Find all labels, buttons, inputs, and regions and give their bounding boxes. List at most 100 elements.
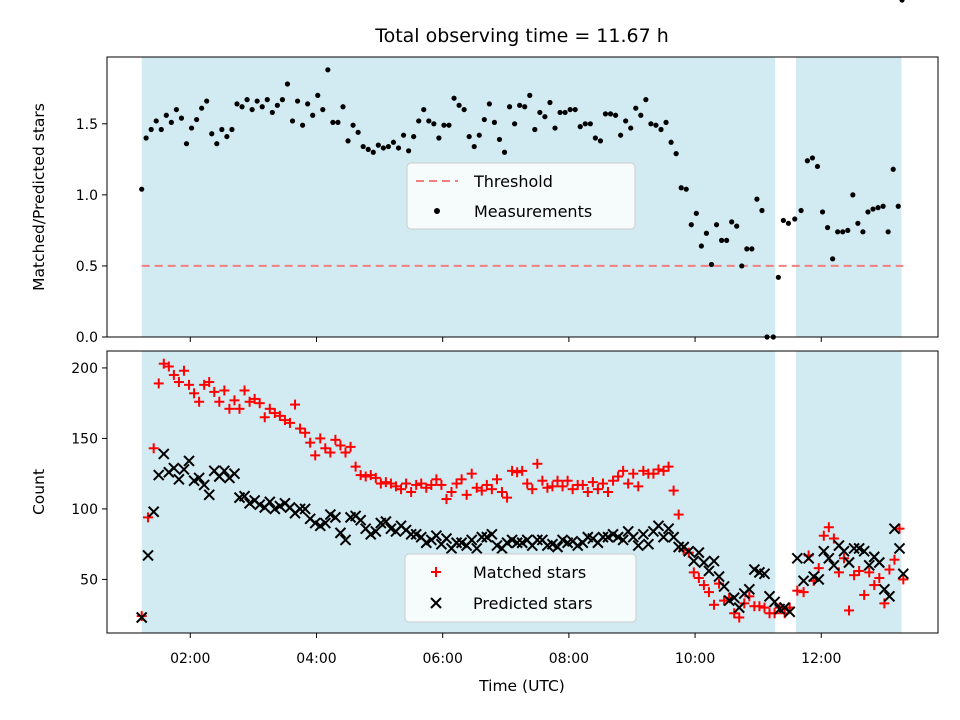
x-axis-label: Time (UTC) <box>478 677 565 695</box>
measurement-point <box>143 135 149 141</box>
matched-star-marker <box>244 396 255 407</box>
measurement-point <box>209 131 215 137</box>
measurement-point <box>264 97 270 103</box>
matched-star-marker <box>849 570 860 581</box>
measurement-point <box>421 106 427 113</box>
matched-star-marker <box>234 403 245 414</box>
measurement-point <box>350 122 356 128</box>
matched-star-marker <box>396 484 407 495</box>
measurement-point <box>678 185 684 191</box>
matched-star-marker <box>613 471 624 482</box>
observing-window <box>796 351 902 633</box>
measurement-point <box>330 119 336 125</box>
matched-star-marker <box>446 487 457 497</box>
matched-star-marker <box>325 447 336 458</box>
measurement-point <box>224 133 230 140</box>
predicted-star-markers <box>135 448 910 624</box>
matched-star-marker <box>290 399 301 410</box>
measurement-point <box>587 121 593 127</box>
measurement-point <box>845 227 851 234</box>
predicted-star-marker <box>873 556 886 569</box>
measurement-point <box>269 109 275 116</box>
matched-star-marker <box>416 478 427 489</box>
matched-star-marker <box>623 478 634 489</box>
predicted-star-marker <box>848 542 860 555</box>
predicted-star-marker <box>758 568 771 580</box>
matched-star-marker <box>754 601 765 612</box>
measurement-point <box>597 138 604 144</box>
matched-star-marker <box>673 509 684 520</box>
predicted-star-marker <box>878 583 891 595</box>
measurement-point <box>284 81 291 87</box>
measurement-point <box>204 98 210 104</box>
matched-star-marker <box>859 589 870 600</box>
predicted-star-marker <box>657 531 670 543</box>
matched-star-marker <box>305 437 316 448</box>
measurement-point <box>895 203 901 209</box>
measurement-point <box>572 106 578 113</box>
measurement-point <box>320 106 326 113</box>
measurement-point <box>557 109 563 116</box>
predicted-star-marker <box>893 542 906 555</box>
predicted-star-marker <box>652 520 665 532</box>
matched-star-marker <box>703 587 714 598</box>
measurement-point <box>577 124 583 130</box>
matched-star-marker <box>406 487 417 497</box>
matched-star-marker <box>869 580 880 591</box>
predicted-star-marker <box>718 580 730 593</box>
measurement-point <box>259 104 265 110</box>
measurement-point <box>835 229 841 235</box>
y-tick-label: 0.5 <box>76 259 98 275</box>
matched-star-marker <box>874 573 885 584</box>
matched-star-marker <box>633 481 644 492</box>
predicted-star-marker <box>883 590 896 603</box>
matched-star-marker <box>461 489 472 500</box>
matched-star-marker <box>360 471 371 482</box>
predicted-star-marker <box>450 537 463 549</box>
predicted-star-marker <box>897 568 910 580</box>
measurement-point <box>506 104 513 110</box>
predicted-star-marker <box>238 490 251 502</box>
measurement-point <box>173 106 180 113</box>
predicted-star-marker <box>476 531 488 543</box>
measurement-point <box>542 114 548 120</box>
measurement-point <box>819 209 826 215</box>
measurement-point <box>885 229 891 235</box>
matched-star-marker <box>813 563 824 574</box>
predicted-star-marker <box>334 527 347 539</box>
predicted-star-marker <box>465 534 478 546</box>
measurement-point <box>375 142 381 148</box>
matched-star-marker <box>547 481 558 492</box>
legend-matched-swatch <box>431 567 441 577</box>
time-x-axis: 02:00 04:00 06:00 08:00 10:00 12:00 <box>170 633 841 667</box>
measurement-point <box>139 186 145 192</box>
matched-star-marker <box>300 427 311 438</box>
predicted-star-marker <box>713 570 725 583</box>
measurement-point <box>481 116 487 123</box>
x-tick-label: 12:00 <box>801 651 841 667</box>
measurement-point <box>683 186 689 192</box>
measurement-point <box>663 119 669 125</box>
measurement-point <box>673 151 679 157</box>
matched-star-marker <box>818 530 829 541</box>
y-tick-label: 150 <box>71 431 98 447</box>
y-tick-label: 50 <box>80 572 98 588</box>
matched-star-marker <box>587 477 598 488</box>
measurement-point <box>653 122 659 128</box>
matched-star-marker <box>163 361 174 372</box>
matched-star-marker <box>411 479 422 490</box>
matched-star-marker <box>491 474 502 485</box>
matched-star-marker <box>451 478 462 489</box>
predicted-star-marker <box>698 556 710 569</box>
matched-star-marker <box>345 441 356 452</box>
predicted-star-marker <box>818 545 830 557</box>
measurement-point <box>814 163 821 170</box>
matched-star-marker <box>153 378 164 389</box>
matched-star-marker <box>638 465 649 476</box>
measurement-point <box>713 222 720 228</box>
ratio-panel: 0.0 0.5 1.0 1.5 Matched/Predicted stars Thr… <box>30 0 939 346</box>
matched-star-marker <box>168 369 179 380</box>
predicted-star-marker <box>802 552 815 564</box>
measurement-point <box>798 207 804 214</box>
measurement-point <box>780 217 787 224</box>
